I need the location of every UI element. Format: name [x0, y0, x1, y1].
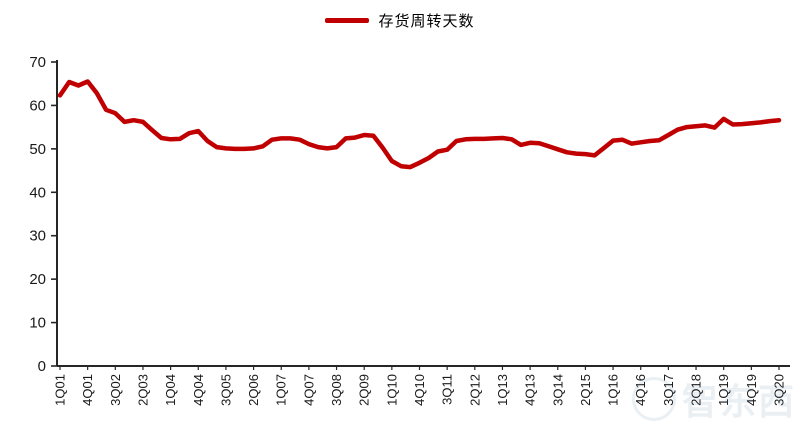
svg-text:1Q07: 1Q07	[274, 374, 289, 406]
svg-text:70: 70	[29, 54, 46, 71]
svg-text:40: 40	[29, 184, 46, 201]
svg-text:2Q06: 2Q06	[246, 374, 261, 406]
legend-label: 存货周转天数	[378, 13, 475, 30]
svg-text:30: 30	[29, 228, 46, 245]
svg-text:3Q17: 3Q17	[661, 374, 676, 406]
svg-text:4Q16: 4Q16	[633, 374, 648, 406]
svg-text:2Q15: 2Q15	[578, 374, 593, 406]
svg-text:60: 60	[29, 97, 46, 114]
svg-text:50: 50	[29, 141, 46, 158]
svg-text:10: 10	[29, 315, 46, 332]
svg-text:1Q01: 1Q01	[53, 374, 68, 406]
svg-text:3Q08: 3Q08	[329, 374, 344, 406]
legend-line-swatch	[325, 18, 370, 23]
svg-text:20: 20	[29, 271, 46, 288]
svg-text:4Q04: 4Q04	[191, 374, 206, 406]
svg-text:4Q10: 4Q10	[412, 374, 427, 406]
svg-text:1Q19: 1Q19	[716, 374, 731, 406]
svg-text:4Q07: 4Q07	[301, 374, 316, 406]
legend: 存货周转天数	[0, 10, 800, 31]
svg-text:2Q03: 2Q03	[135, 374, 150, 406]
svg-text:4Q19: 4Q19	[744, 374, 759, 406]
svg-text:1Q04: 1Q04	[163, 374, 178, 406]
svg-text:2Q12: 2Q12	[467, 374, 482, 406]
svg-text:3Q11: 3Q11	[440, 374, 455, 405]
svg-text:3Q05: 3Q05	[218, 374, 233, 406]
svg-text:4Q13: 4Q13	[523, 374, 538, 406]
svg-text:3Q02: 3Q02	[108, 374, 123, 406]
svg-text:1Q10: 1Q10	[384, 374, 399, 406]
svg-text:3Q20: 3Q20	[772, 374, 787, 406]
svg-text:3Q14: 3Q14	[550, 374, 565, 406]
svg-text:0: 0	[38, 358, 46, 375]
svg-text:1Q16: 1Q16	[606, 374, 621, 406]
svg-text:1Q13: 1Q13	[495, 374, 510, 406]
svg-text:2Q09: 2Q09	[357, 374, 372, 406]
svg-text:4Q01: 4Q01	[80, 374, 95, 406]
svg-text:2Q18: 2Q18	[689, 374, 704, 406]
